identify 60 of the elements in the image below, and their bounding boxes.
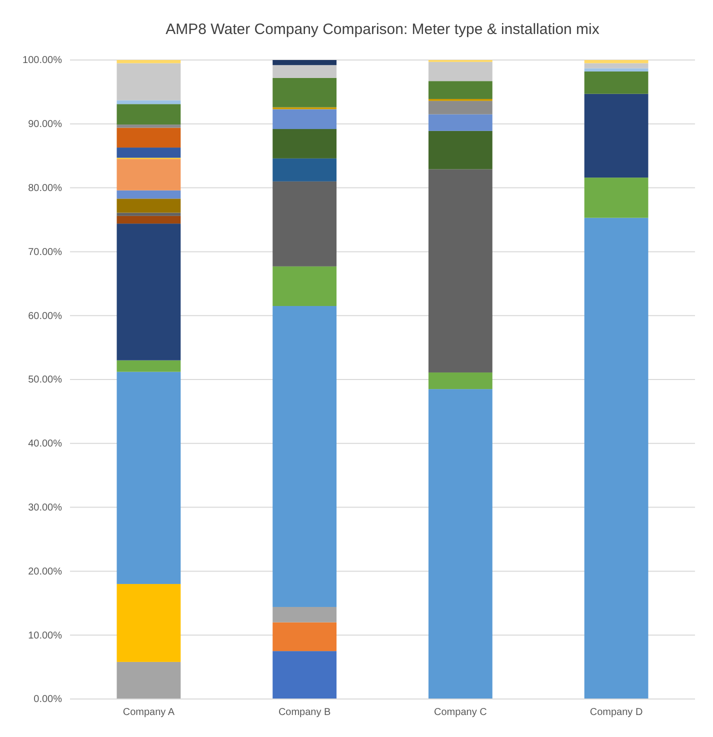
bar (272, 266, 337, 306)
bar (428, 114, 492, 131)
bar (116, 100, 181, 104)
y-tick-label: 40.00% (28, 438, 62, 450)
bar (584, 60, 648, 64)
bar (272, 109, 337, 130)
bar (272, 65, 337, 78)
y-tick-label: 0.00% (34, 694, 62, 706)
bar (584, 94, 648, 178)
bar (116, 63, 181, 100)
y-tick-label: 20.00% (28, 566, 62, 578)
bar (116, 60, 181, 64)
bar (116, 190, 181, 199)
y-tick-label: 10.00% (28, 630, 62, 642)
bar (116, 360, 181, 372)
bar (584, 178, 648, 218)
bar (272, 78, 337, 108)
bar (272, 129, 337, 158)
bar (116, 198, 181, 213)
bar (428, 100, 492, 114)
chart-title: AMP8 Water Company Comparison: Meter type & installation mix (166, 21, 600, 38)
bar (116, 662, 181, 699)
bar (272, 306, 337, 607)
bar (428, 81, 492, 99)
bar (116, 159, 181, 190)
bar (428, 62, 492, 82)
y-tick-label: 60.00% (28, 310, 62, 322)
bar (116, 212, 181, 216)
x-tick-label: Company D (590, 707, 643, 718)
bar (116, 128, 181, 148)
bar (116, 224, 181, 360)
bar (428, 372, 492, 390)
y-tick-label: 70.00% (28, 246, 62, 258)
bar (272, 158, 337, 182)
bar (116, 216, 181, 224)
bar (116, 372, 181, 584)
bar (116, 124, 181, 128)
y-tick-label: 90.00% (28, 119, 62, 130)
y-tick-label: 100.00% (22, 55, 62, 66)
bar (272, 606, 337, 622)
bar (428, 130, 492, 170)
y-tick-label: 80.00% (28, 183, 62, 194)
bar (428, 169, 492, 372)
x-tick-label: Company A (122, 707, 175, 718)
bar (272, 622, 337, 652)
bar (116, 584, 181, 662)
bar (428, 389, 492, 699)
bar (272, 181, 337, 266)
bar (116, 104, 181, 125)
bar (584, 218, 648, 699)
bar (272, 60, 337, 66)
bar (584, 68, 648, 72)
bar (584, 72, 648, 94)
bar (584, 63, 648, 68)
x-tick-label: Company B (278, 707, 332, 718)
bar (272, 651, 337, 699)
x-tick-label: Company C (434, 707, 487, 718)
y-tick-label: 30.00% (28, 502, 62, 514)
bar (116, 148, 181, 158)
y-tick-label: 50.00% (28, 374, 62, 386)
